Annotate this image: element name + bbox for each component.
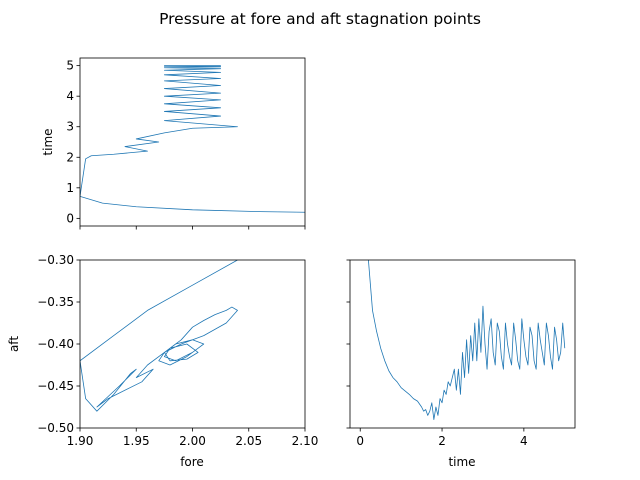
bottom-left-y-tick-label: −0.45	[37, 379, 74, 393]
top-left-y-tick-label: 0	[66, 211, 74, 225]
top-left-y-tick-label: 3	[66, 120, 74, 134]
bottom-left-y-tick-label: −0.35	[37, 295, 74, 309]
top-left-y-tick-label: 5	[66, 59, 74, 73]
bottom-left-y-tick-label: −0.30	[37, 253, 74, 267]
bottom-left-series-line-0	[80, 260, 238, 412]
top-left-y-tick-label: 4	[66, 89, 74, 103]
bottom-left-y-tick-label: −0.50	[37, 421, 74, 435]
top-left-y-ticks: 0 1 2 3 4 5	[66, 59, 80, 225]
top-left-y-tick-label: 1	[66, 181, 74, 195]
panel-bottom-left: 1.90 1.95 2.00 2.05 2.10 −0.50 −0.45 −0.40 −0.3…	[7, 253, 318, 469]
panel-top-left: 0 1 2 3 4 5 time	[41, 57, 306, 230]
bottom-left-x-tick-label: 1.90	[67, 434, 94, 448]
bottom-left-xlabel: fore	[180, 455, 204, 469]
bottom-right-x-tick-label: 4	[520, 434, 528, 448]
top-left-x-ticks	[79, 226, 306, 230]
top-left-ylabel: time	[41, 128, 55, 155]
bottom-left-x-ticks: 1.90 1.95 2.00 2.05 2.10	[67, 428, 319, 448]
bottom-left-x-tick-label: 2.00	[179, 434, 206, 448]
bottom-right-x-tick-label: 0	[356, 434, 364, 448]
bottom-right-x-ticks: 0 2 4	[356, 428, 528, 448]
bottom-left-y-ticks: −0.50 −0.45 −0.40 −0.35 −0.30	[37, 253, 80, 435]
top-left-series	[80, 65, 305, 213]
bottom-left-x-tick-label: 2.10	[292, 434, 319, 448]
top-left-series-line-0	[80, 65, 305, 213]
bottom-left-x-tick-label: 1.95	[123, 434, 150, 448]
bottom-right-series-line-0	[368, 260, 566, 420]
figure-title: Pressure at fore and aft stagnation poin…	[159, 10, 481, 28]
bottom-right-xlabel: time	[448, 455, 475, 469]
bottom-left-series	[80, 260, 238, 412]
bottom-left-y-tick-label: −0.40	[37, 337, 74, 351]
bottom-left-ylabel: aft	[7, 336, 21, 352]
top-left-y-tick-label: 2	[66, 150, 74, 164]
bottom-left-x-tick-label: 2.05	[235, 434, 262, 448]
bottom-right-y-ticks	[346, 259, 350, 429]
bottom-right-x-tick-label: 2	[438, 434, 446, 448]
panel-bottom-right: 0 2 4 time	[346, 259, 576, 469]
bottom-right-series	[368, 260, 566, 420]
